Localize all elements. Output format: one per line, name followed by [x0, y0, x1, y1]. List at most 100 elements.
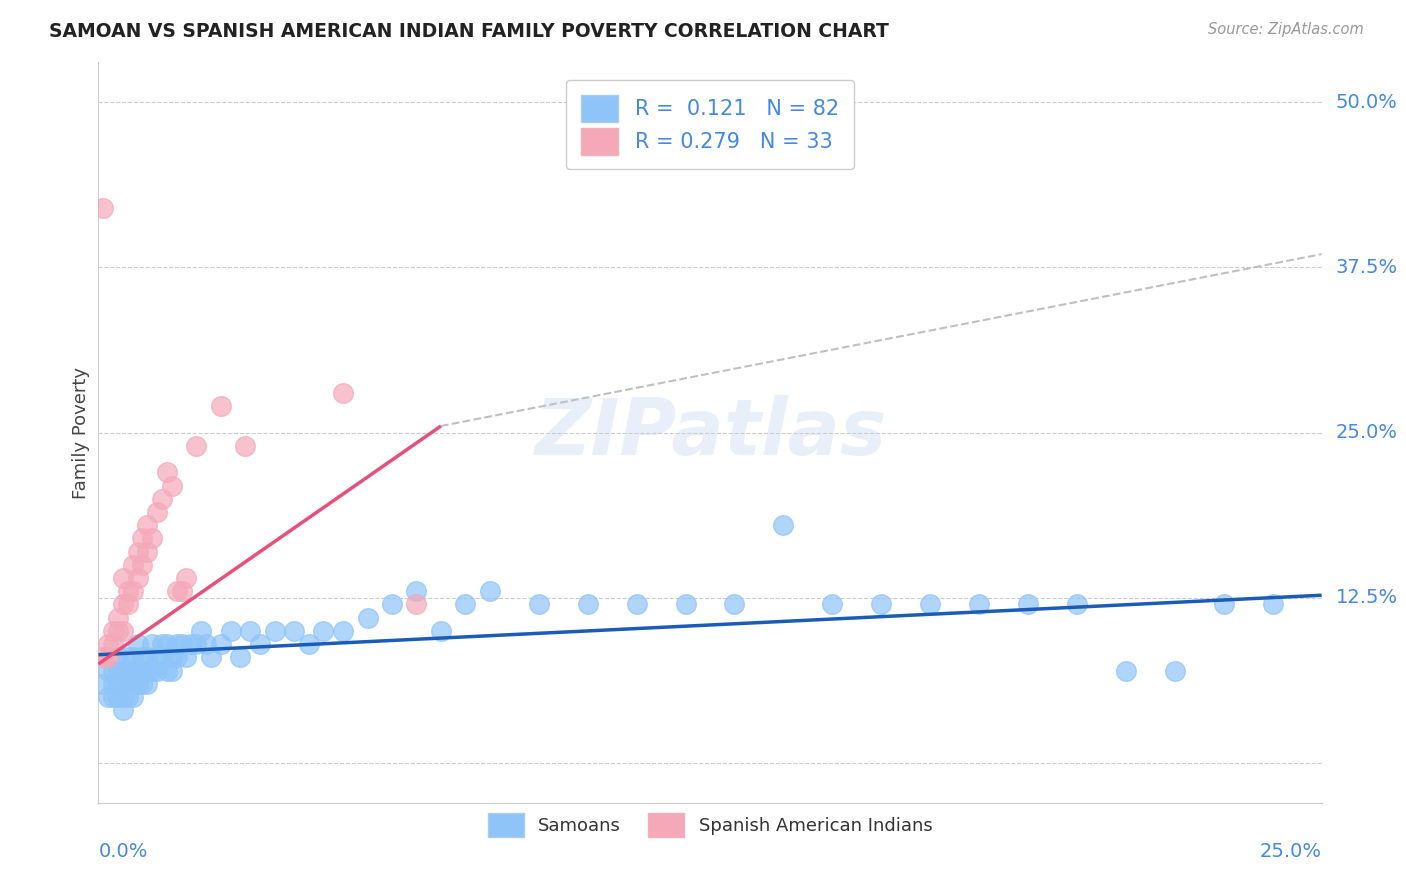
Point: [101, 637, 124, 651]
Point: [150, 491, 173, 506]
Point: [332, 624, 354, 638]
Point: [186, 439, 208, 453]
Point: [121, 584, 143, 599]
Point: [1066, 598, 1088, 612]
Point: [176, 650, 198, 665]
Point: [283, 624, 305, 638]
Point: [249, 637, 271, 651]
Point: [1017, 598, 1039, 612]
Point: [1115, 664, 1137, 678]
Point: [107, 624, 129, 638]
Point: [111, 664, 134, 678]
Point: [111, 703, 134, 717]
Point: [219, 624, 242, 638]
Point: [107, 611, 129, 625]
Point: [478, 584, 501, 599]
Point: [870, 598, 893, 612]
Point: [136, 544, 159, 558]
Point: [430, 624, 453, 638]
Point: [675, 598, 697, 612]
Point: [166, 584, 188, 599]
Point: [121, 690, 143, 704]
Point: [91, 650, 114, 665]
Text: Source: ZipAtlas.com: Source: ZipAtlas.com: [1208, 22, 1364, 37]
Point: [101, 677, 124, 691]
Point: [127, 677, 149, 691]
Point: [190, 624, 212, 638]
Point: [381, 598, 404, 612]
Point: [920, 598, 942, 612]
Point: [312, 624, 335, 638]
Point: [176, 571, 198, 585]
Point: [111, 690, 134, 704]
Point: [117, 677, 139, 691]
Text: 25.0%: 25.0%: [1260, 842, 1322, 861]
Point: [136, 518, 159, 533]
Point: [298, 637, 321, 651]
Point: [91, 201, 114, 215]
Point: [111, 624, 134, 638]
Point: [111, 598, 134, 612]
Point: [101, 690, 124, 704]
Text: 12.5%: 12.5%: [1336, 589, 1398, 607]
Point: [160, 478, 183, 492]
Point: [156, 664, 179, 678]
Point: [967, 598, 990, 612]
Point: [131, 677, 153, 691]
Point: [101, 664, 124, 678]
Point: [156, 465, 179, 479]
Point: [405, 584, 427, 599]
Point: [97, 690, 120, 704]
Point: [166, 637, 188, 651]
Point: [127, 664, 149, 678]
Point: [97, 637, 120, 651]
Point: [146, 505, 169, 519]
Point: [239, 624, 262, 638]
Point: [127, 637, 149, 651]
Point: [141, 664, 163, 678]
Point: [127, 571, 149, 585]
Point: [127, 544, 149, 558]
Point: [131, 664, 153, 678]
Point: [1261, 598, 1284, 612]
Point: [107, 690, 129, 704]
Y-axis label: Family Poverty: Family Poverty: [72, 367, 90, 499]
Point: [131, 650, 153, 665]
Point: [97, 664, 120, 678]
Point: [121, 650, 143, 665]
Point: [166, 650, 188, 665]
Point: [186, 637, 208, 651]
Point: [356, 611, 378, 625]
Point: [195, 637, 218, 651]
Point: [150, 650, 173, 665]
Point: [821, 598, 844, 612]
Text: 0.0%: 0.0%: [98, 842, 148, 861]
Point: [160, 664, 183, 678]
Point: [97, 650, 120, 665]
Point: [209, 637, 232, 651]
Point: [233, 439, 256, 453]
Text: ZIPatlas: ZIPatlas: [534, 394, 886, 471]
Point: [527, 598, 550, 612]
Point: [121, 664, 143, 678]
Point: [107, 664, 129, 678]
Point: [136, 650, 159, 665]
Point: [117, 650, 139, 665]
Point: [131, 532, 153, 546]
Point: [180, 637, 202, 651]
Point: [170, 637, 193, 651]
Point: [131, 558, 153, 572]
Point: [141, 532, 163, 546]
Text: 25.0%: 25.0%: [1336, 423, 1398, 442]
Point: [200, 650, 222, 665]
Text: SAMOAN VS SPANISH AMERICAN INDIAN FAMILY POVERTY CORRELATION CHART: SAMOAN VS SPANISH AMERICAN INDIAN FAMILY…: [49, 22, 889, 41]
Point: [263, 624, 285, 638]
Point: [160, 650, 183, 665]
Point: [156, 637, 179, 651]
Point: [150, 637, 173, 651]
Point: [626, 598, 648, 612]
Point: [146, 664, 169, 678]
Point: [405, 598, 427, 612]
Point: [332, 386, 354, 401]
Point: [117, 584, 139, 599]
